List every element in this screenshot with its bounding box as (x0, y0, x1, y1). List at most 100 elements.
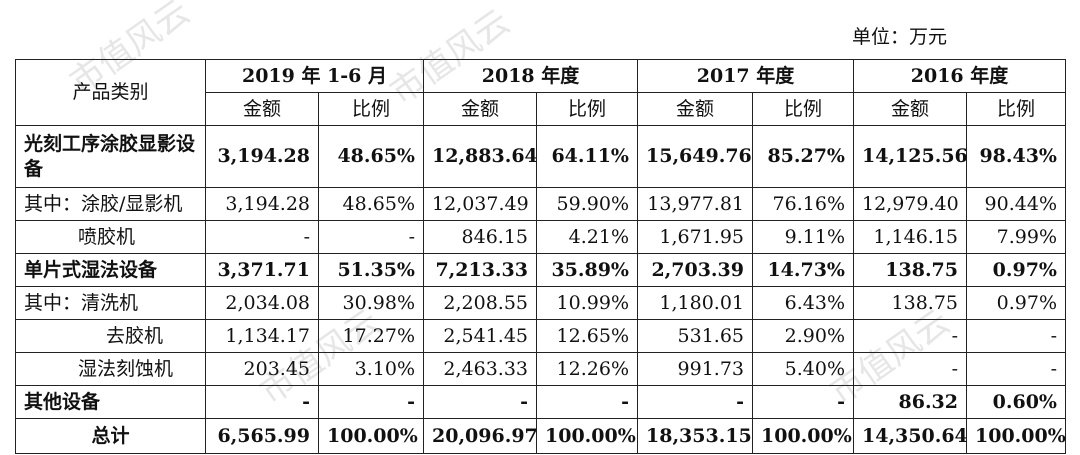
header-period: 2019 年 1-6 月 (205, 59, 424, 93)
ratio-cell: 0.97% (966, 286, 1066, 320)
amount-cell: 531.65 (637, 319, 753, 353)
amount-cell: 1,671.95 (637, 220, 753, 254)
header-amount: 金额 (853, 92, 967, 126)
ratio-cell: 100.00% (752, 418, 854, 454)
table-row: 光刻工序涂胶显影设备 3,194.28 48.65% 12,883.64 64.11% 1… (15, 125, 1066, 188)
ratio-cell: 2.90% (752, 319, 854, 353)
ratio-cell: - (536, 385, 638, 419)
row-label: 单片式湿法设备 (15, 253, 206, 287)
amount-cell: 3,194.28 (205, 187, 319, 221)
ratio-cell: 100.00% (318, 418, 424, 454)
amount-cell: 2,208.55 (423, 286, 537, 320)
row-label: 喷胶机 (15, 220, 206, 254)
amount-cell: - (423, 385, 537, 419)
table-row: 单片式湿法设备 3,371.71 51.35% 7,213.33 35.89% 2,703… (15, 253, 1066, 287)
ratio-cell: 35.89% (536, 253, 638, 287)
unit-label: 单位：万元 (852, 26, 948, 48)
table-body: 光刻工序涂胶显影设备 3,194.28 48.65% 12,883.64 64.11% 1… (15, 125, 1066, 454)
ratio-cell: 7.99% (966, 220, 1066, 254)
ratio-cell: 48.65% (318, 125, 424, 188)
total-row: 总计 6,565.99 100.00% 20,096.97 100.00% 18,353.… (15, 418, 1066, 454)
table-row: 其中：清洗机 2,034.08 30.98% 2,208.55 10.99% 1,180.… (15, 286, 1066, 320)
amount-cell: 203.45 (205, 352, 319, 386)
ratio-cell: 100.00% (536, 418, 638, 454)
ratio-cell: 90.44% (966, 187, 1066, 221)
amount-cell: 2,703.39 (637, 253, 753, 287)
header-ratio: 比例 (318, 92, 424, 126)
ratio-cell: 14.73% (752, 253, 854, 287)
amount-cell: 2,463.33 (423, 352, 537, 386)
ratio-cell: 10.99% (536, 286, 638, 320)
ratio-cell: 0.60% (966, 385, 1066, 419)
amount-cell: 2,034.08 (205, 286, 319, 320)
ratio-cell: 9.11% (752, 220, 854, 254)
ratio-cell: - (318, 385, 424, 419)
amount-cell: 86.32 (853, 385, 967, 419)
row-label: 其他设备 (15, 385, 206, 419)
header-period: 2018 年度 (423, 59, 638, 93)
ratio-cell: 4.21% (536, 220, 638, 254)
amount-cell: 3,194.28 (205, 125, 319, 188)
row-label: 其中：涂胶/显影机 (15, 187, 206, 221)
table-row: 湿法刻蚀机 203.45 3.10% 2,463.33 12.26% 991.73 5.40… (15, 352, 1066, 386)
amount-cell: - (853, 352, 967, 386)
amount-cell: - (205, 220, 319, 254)
row-label: 其中：清洗机 (15, 286, 206, 320)
ratio-cell: - (318, 220, 424, 254)
ratio-cell: 59.90% (536, 187, 638, 221)
amount-cell: 15,649.76 (637, 125, 753, 188)
revenue-table: 产品类别 2019 年 1-6 月 2018 年度 2017 年度 2016 年… (15, 59, 1066, 454)
table-row: 喷胶机 - -846.15 4.21% 1,671.95 9.11% 1,146.15 7.9… (15, 220, 1066, 254)
amount-cell: 7,213.33 (423, 253, 537, 287)
ratio-cell: 0.97% (966, 253, 1066, 287)
ratio-cell: - (966, 352, 1066, 386)
amount-cell: 138.75 (853, 286, 967, 320)
ratio-cell: 85.27% (752, 125, 854, 188)
ratio-cell: 12.65% (536, 319, 638, 353)
amount-cell: 1,134.17 (205, 319, 319, 353)
ratio-cell: 3.10% (318, 352, 424, 386)
amount-cell: 20,096.97 (423, 418, 538, 454)
amount-cell: 1,146.15 (853, 220, 967, 254)
ratio-cell: 12.26% (536, 352, 638, 386)
header-ratio: 比例 (536, 92, 638, 126)
header-amount: 金额 (205, 92, 319, 126)
amount-cell: 12,883.64 (423, 125, 538, 188)
row-label: 光刻工序涂胶显影设备 (15, 125, 206, 188)
amount-cell: 846.15 (423, 220, 537, 254)
amount-cell: 18,353.15 (637, 418, 753, 454)
header-amount: 金额 (423, 92, 537, 126)
ratio-cell: 98.43% (966, 125, 1066, 188)
table-row: 其他设备 - - - - - -86.32 0.60% (15, 385, 1066, 419)
ratio-cell: 17.27% (318, 319, 424, 353)
row-label: 湿法刻蚀机 (15, 352, 206, 386)
amount-cell: 138.75 (853, 253, 967, 287)
amount-cell: 12,037.49 (423, 187, 537, 221)
amount-cell: - (205, 385, 319, 419)
table-row: 去胶机 1,134.17 17.27% 2,541.45 12.65% 531.65 2.9… (15, 319, 1066, 353)
ratio-cell: 100.00% (966, 418, 1066, 454)
amount-cell: 14,125.56 (853, 125, 968, 188)
amount-cell: 6,565.99 (205, 418, 319, 454)
amount-cell: 991.73 (637, 352, 753, 386)
header-period: 2017 年度 (637, 59, 854, 93)
ratio-cell: - (966, 319, 1066, 353)
ratio-cell: 64.11% (536, 125, 638, 188)
header-ratio: 比例 (752, 92, 854, 126)
header-period: 2016 年度 (853, 59, 1066, 93)
amount-cell: - (853, 319, 967, 353)
amount-cell: 1,180.01 (637, 286, 753, 320)
amount-cell: 13,977.81 (637, 187, 753, 221)
header-ratio: 比例 (966, 92, 1066, 126)
row-label: 总计 (15, 418, 206, 454)
ratio-cell: 76.16% (752, 187, 854, 221)
row-label: 去胶机 (15, 319, 206, 353)
amount-cell: 14,350.64 (853, 418, 968, 454)
ratio-cell: 30.98% (318, 286, 424, 320)
amount-cell: 3,371.71 (205, 253, 319, 287)
ratio-cell: 51.35% (318, 253, 424, 287)
ratio-cell: 6.43% (752, 286, 854, 320)
ratio-cell: - (752, 385, 854, 419)
amount-cell: 12,979.40 (853, 187, 967, 221)
header-amount: 金额 (637, 92, 753, 126)
